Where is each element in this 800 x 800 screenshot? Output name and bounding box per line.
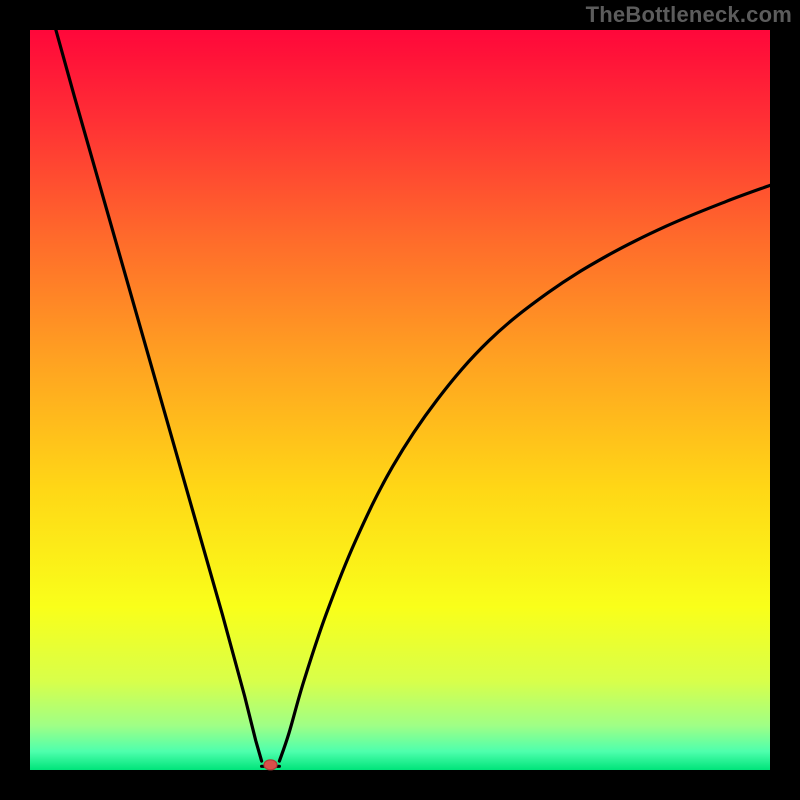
- gradient-plot-area: [30, 30, 770, 770]
- chart-stage: TheBottleneck.com: [0, 0, 800, 800]
- optimal-point-marker: [264, 760, 277, 770]
- watermark-label: TheBottleneck.com: [586, 2, 792, 28]
- bottleneck-chart: [0, 0, 800, 800]
